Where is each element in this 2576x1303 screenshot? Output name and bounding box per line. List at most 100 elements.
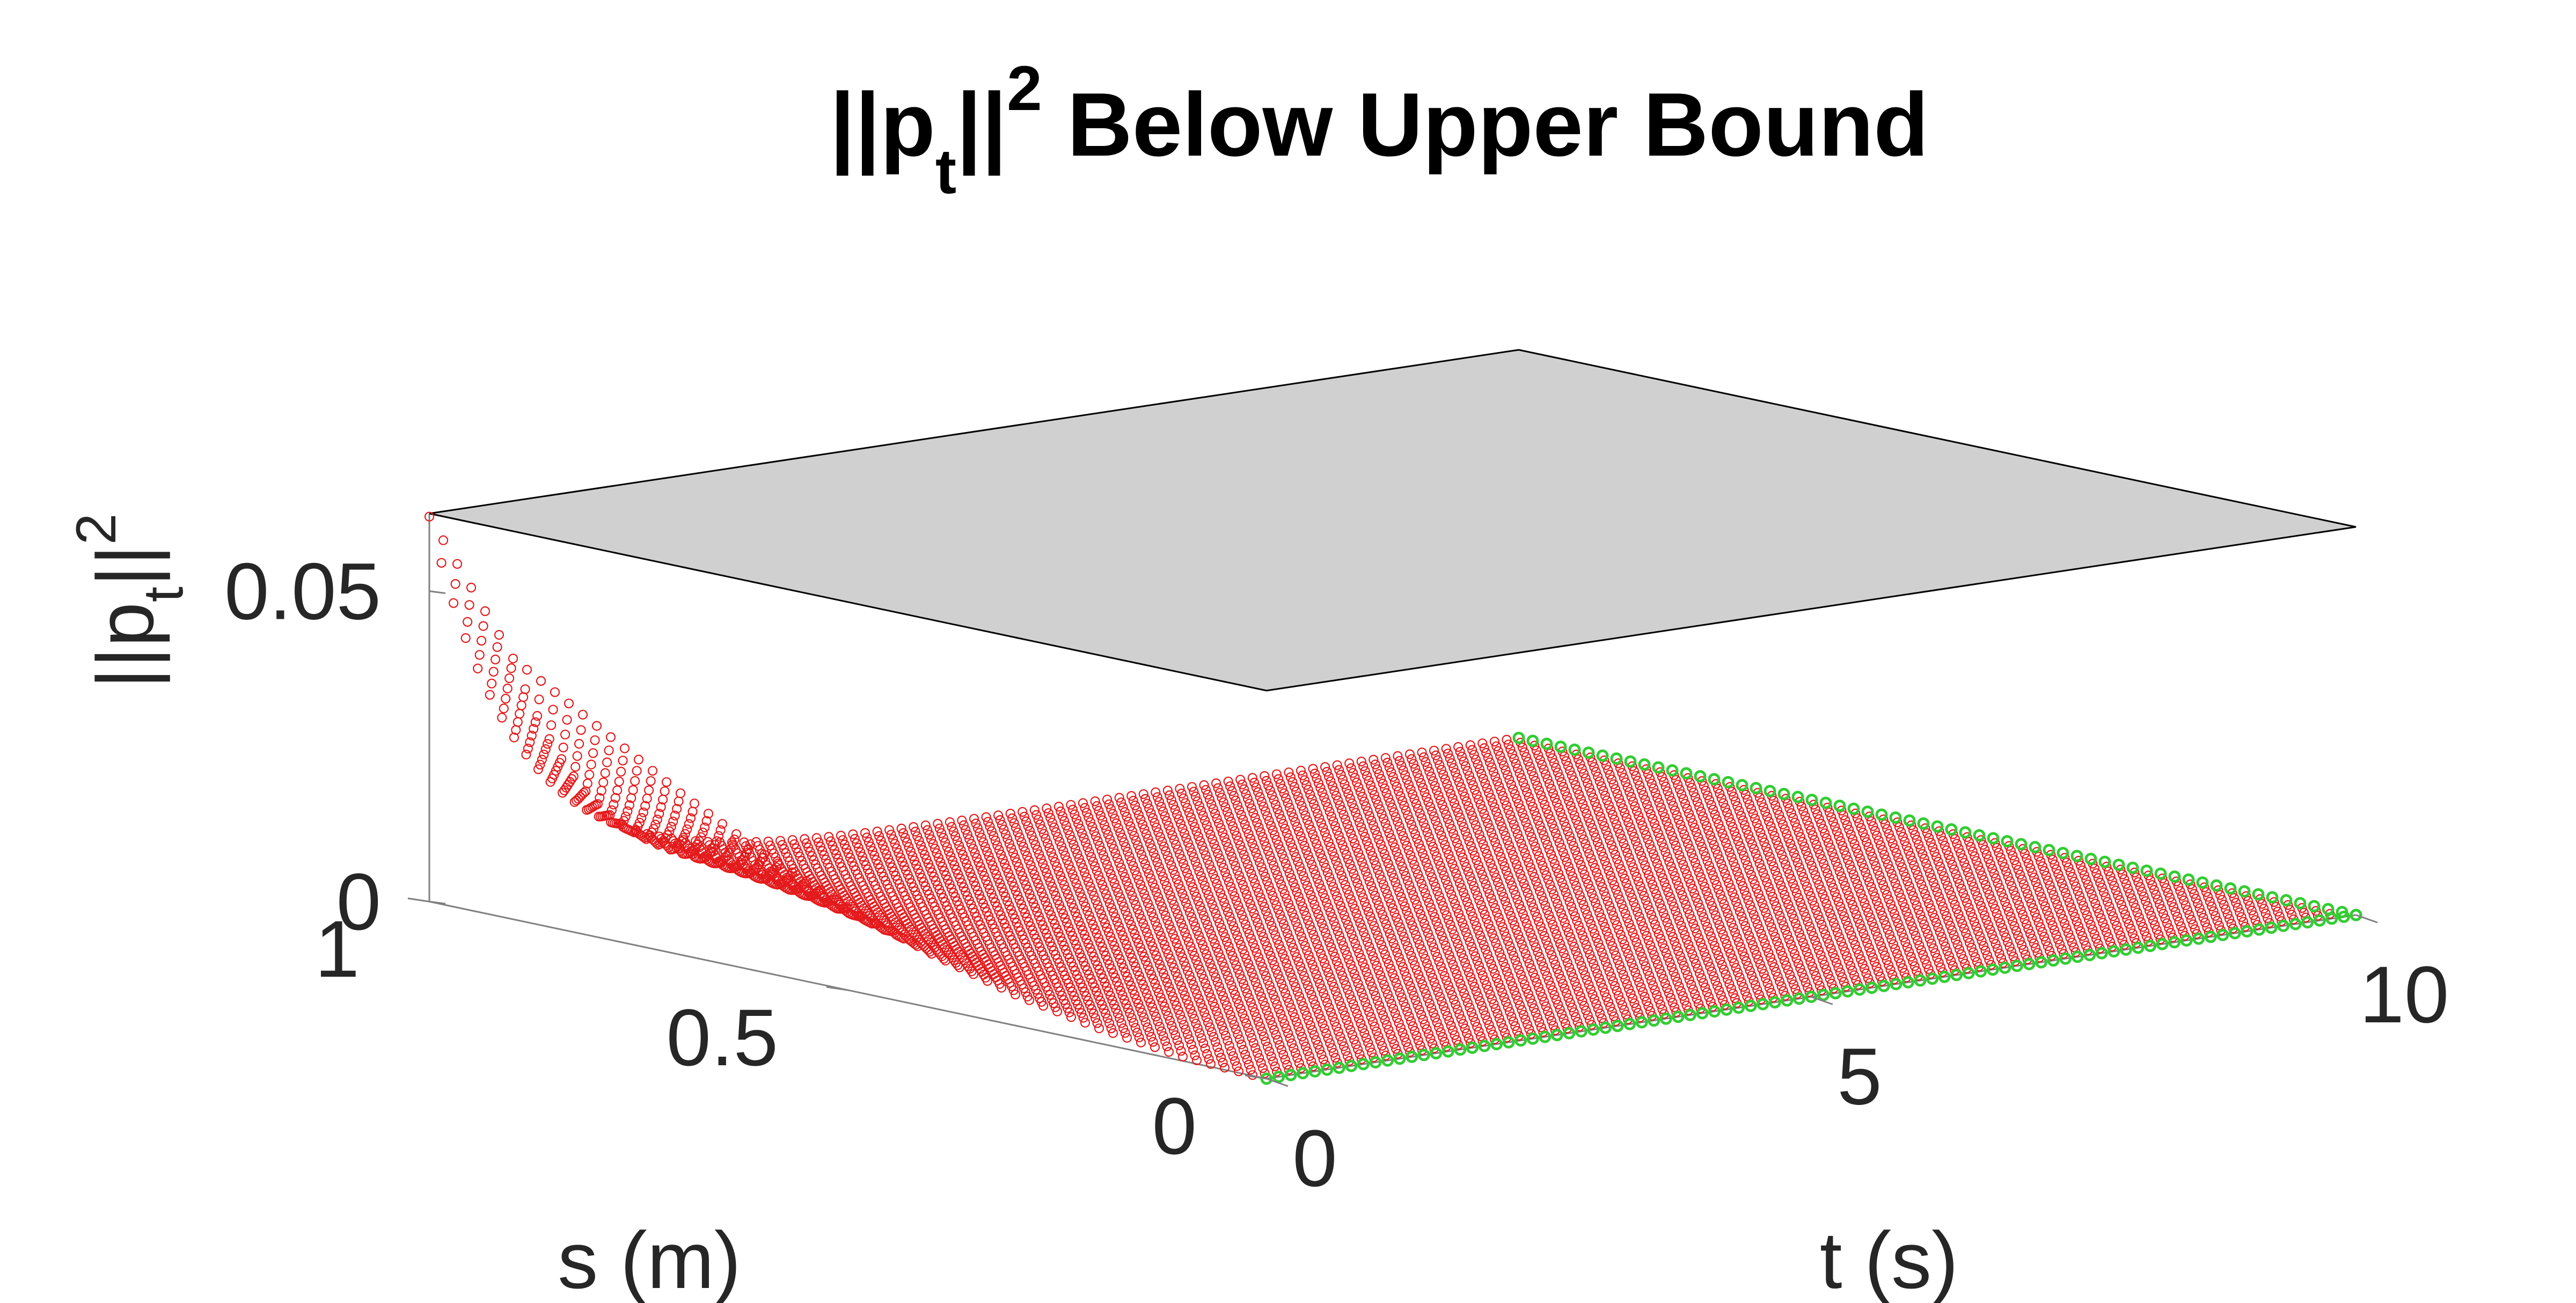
surface-marker — [1095, 995, 1105, 1006]
surface-marker — [1231, 960, 1241, 970]
surface-marker — [1057, 936, 1067, 947]
surface-marker — [1095, 938, 1106, 948]
surface-marker — [1446, 1020, 1456, 1031]
surface-marker — [1102, 955, 1113, 965]
surface-marker — [1176, 981, 1186, 991]
surface-marker — [610, 793, 620, 803]
surface-marker — [1379, 1045, 1389, 1056]
surface-marker — [1172, 1035, 1182, 1045]
surface-marker — [1425, 1034, 1436, 1044]
surface-marker — [727, 837, 737, 847]
surface-marker — [1276, 1044, 1286, 1055]
surface-marker — [1116, 958, 1127, 969]
surface-marker — [1294, 1058, 1304, 1068]
surface-marker — [1173, 1005, 1183, 1015]
surface-marker — [492, 642, 502, 652]
surface-marker — [620, 811, 631, 822]
surface-marker — [550, 687, 560, 697]
surface-marker — [1272, 1035, 1283, 1045]
surface-marker — [1084, 970, 1094, 980]
surface-marker — [1116, 985, 1126, 996]
surface-marker — [1145, 998, 1155, 1008]
surface-marker — [1022, 912, 1032, 923]
surface-marker — [1211, 943, 1222, 953]
surface-marker — [1104, 960, 1115, 970]
surface-marker — [1148, 1037, 1158, 1047]
surface-marker — [616, 766, 626, 777]
surface-marker — [1078, 1013, 1088, 1023]
surface-marker — [460, 633, 471, 643]
surface-marker — [1310, 999, 1320, 1009]
surface-marker — [666, 833, 677, 844]
surface-marker — [1194, 993, 1204, 1004]
surface-marker — [1199, 945, 1210, 955]
surface-marker — [490, 654, 501, 665]
surface-marker — [1313, 974, 1323, 984]
surface-marker — [1353, 1044, 1363, 1055]
surface-marker — [1409, 1026, 1420, 1036]
surface-marker — [1309, 1030, 1319, 1040]
surface-marker — [1304, 1015, 1314, 1026]
surface-marker — [1174, 976, 1184, 986]
surface-marker — [591, 721, 602, 731]
surface-marker — [1486, 1024, 1496, 1035]
surface-marker — [1287, 1007, 1298, 1017]
surface-marker — [1100, 977, 1110, 988]
surface-marker — [474, 650, 485, 660]
surface-marker — [742, 864, 752, 874]
surface-marker — [1389, 1039, 1399, 1049]
surface-marker — [1341, 1046, 1351, 1056]
surface-marker — [1305, 1020, 1315, 1030]
surface-marker — [1052, 1006, 1063, 1016]
surface-marker — [1094, 964, 1104, 975]
surface-marker — [1448, 994, 1459, 1005]
surface-marker — [1172, 1000, 1182, 1011]
surface-marker — [1210, 1037, 1220, 1047]
surface-marker — [1196, 998, 1206, 1008]
surface-marker — [1424, 998, 1435, 1008]
surface-marker — [1235, 1004, 1246, 1014]
surface-marker — [1166, 986, 1176, 997]
surface-marker — [1139, 951, 1149, 962]
surface-marker — [594, 811, 604, 822]
surface-marker — [1123, 944, 1133, 954]
surface-marker — [1289, 1043, 1299, 1053]
surface-marker — [1071, 995, 1081, 1006]
surface-marker — [588, 748, 598, 758]
surface-marker — [1442, 1011, 1452, 1021]
surface-marker — [1046, 994, 1057, 1005]
surface-marker — [994, 906, 1004, 916]
surface-marker — [526, 730, 537, 741]
surface-marker — [1129, 957, 1139, 968]
surface-marker — [1046, 941, 1057, 951]
surface-marker — [1146, 1031, 1157, 1042]
surface-marker — [1181, 1024, 1191, 1035]
surface-marker — [1209, 1031, 1219, 1042]
surface-marker — [1212, 977, 1223, 987]
surface-marker — [504, 673, 515, 684]
surface-marker — [1111, 945, 1121, 955]
surface-marker — [1439, 1036, 1450, 1047]
surface-marker — [546, 720, 557, 730]
surface-marker — [1184, 1034, 1195, 1044]
surface-marker — [1200, 1043, 1210, 1053]
surface-marker — [1147, 941, 1158, 951]
surface-marker — [1355, 983, 1365, 993]
surface-marker — [650, 819, 661, 830]
surface-marker — [1225, 1010, 1235, 1020]
surface-marker — [1175, 1009, 1185, 1020]
surface-marker — [713, 831, 724, 841]
surface-marker — [1307, 1025, 1318, 1035]
surface-marker — [687, 807, 698, 817]
surface-marker — [476, 635, 487, 646]
surface-marker — [656, 802, 666, 812]
surface-marker — [1366, 1012, 1376, 1022]
surface-marker — [1520, 1014, 1531, 1024]
surface-marker — [1141, 989, 1152, 999]
surface-marker — [1117, 930, 1128, 941]
surface-marker — [1055, 932, 1065, 942]
surface-marker — [1051, 923, 1062, 933]
surface-marker — [1350, 1004, 1360, 1014]
surface-marker — [501, 693, 511, 704]
